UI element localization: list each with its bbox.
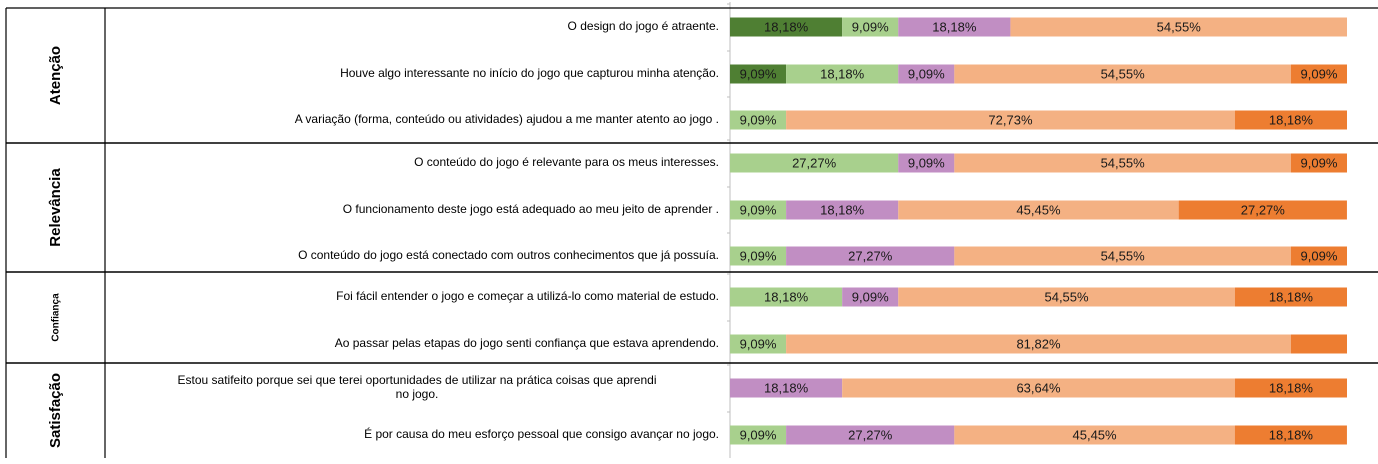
bar-segment [730, 200, 787, 220]
data-label: 9,09% [1301, 66, 1338, 81]
bar-segment [730, 64, 787, 84]
bar-segment [730, 17, 843, 37]
data-label: 54,55% [1044, 289, 1089, 304]
data-label: 72,73% [988, 112, 1033, 127]
data-label: 9,09% [1301, 155, 1338, 170]
bar-segment [730, 110, 787, 130]
data-label: 54,55% [1157, 19, 1202, 34]
bar-segment [1010, 17, 1347, 37]
bar-segment [786, 334, 1291, 354]
question-label: O design do jogo é atraente. [568, 19, 719, 33]
group-name: Relevância [47, 168, 64, 247]
data-label: 27,27% [848, 248, 893, 263]
bar-segment [1234, 110, 1347, 130]
data-label: 9,09% [740, 248, 777, 263]
bar-segment [786, 246, 955, 266]
question-label: O funcionamento deste jogo está adequado… [343, 202, 719, 216]
data-label: 9,09% [908, 155, 945, 170]
question-label-line: Estou satifeito porque sei que terei opo… [178, 373, 657, 387]
bar-segment [842, 287, 899, 307]
bar-segment [1234, 378, 1347, 398]
bar-segment [1234, 287, 1347, 307]
data-label: 18,18% [1269, 112, 1314, 127]
bar-segment [786, 425, 955, 445]
bar-segment [954, 246, 1291, 266]
question-label: Estou satifeito porque sei que terei opo… [178, 373, 657, 401]
data-label: 9,09% [740, 66, 777, 81]
data-label: 27,27% [792, 155, 837, 170]
data-label: 27,27% [1241, 202, 1286, 217]
data-label: 9,09% [852, 289, 889, 304]
data-label: 27,27% [848, 427, 893, 442]
bar-segment [1290, 334, 1347, 354]
question-label: Houve algo interessante no início do jog… [340, 66, 719, 80]
question-label-line: no jogo. [396, 387, 439, 401]
data-label: 18,18% [764, 19, 809, 34]
data-label: 9,09% [740, 202, 777, 217]
data-label: 9,09% [740, 336, 777, 351]
bar-segment [898, 200, 1179, 220]
data-label: 9,09% [740, 427, 777, 442]
question-label: O conteúdo do jogo está conectado com ou… [298, 248, 719, 262]
question-label: A variação (forma, conteúdo ou atividade… [295, 112, 719, 126]
bar-segment [954, 64, 1291, 84]
data-label: 18,18% [820, 202, 865, 217]
data-label: 63,64% [1016, 380, 1061, 395]
question-label: Ao passar pelas etapas do jogo senti con… [335, 336, 719, 350]
bar-segment [786, 64, 899, 84]
group-name: Confiança [51, 293, 62, 342]
data-label: 54,55% [1101, 248, 1146, 263]
data-label: 9,09% [852, 19, 889, 34]
data-label: 81,82% [1016, 336, 1061, 351]
data-label: 54,55% [1101, 155, 1146, 170]
data-label: 9,09% [908, 66, 945, 81]
bar-segment [898, 17, 1011, 37]
bar-segment [786, 110, 1235, 130]
data-label: 18,18% [1269, 289, 1314, 304]
bar-segment [1290, 153, 1347, 173]
data-label: 45,45% [1016, 202, 1061, 217]
question-label: Foi fácil entender o jogo e começar a ut… [336, 289, 719, 303]
bar-segment [842, 17, 899, 37]
bar-segment [786, 200, 899, 220]
question-label: É por causa do meu esforço pessoal que c… [364, 426, 719, 441]
data-label: 18,18% [820, 66, 865, 81]
bar-segment [730, 153, 899, 173]
data-label: 45,45% [1073, 427, 1118, 442]
bar-segment [730, 334, 787, 354]
group-name: Atenção [47, 46, 64, 105]
data-label: 18,18% [1269, 380, 1314, 395]
data-label: 18,18% [764, 289, 809, 304]
data-label: 18,18% [764, 380, 809, 395]
bar-segment [730, 246, 787, 266]
bar-segment [1290, 246, 1347, 266]
bar-segment [954, 425, 1235, 445]
data-label: 18,18% [1269, 427, 1314, 442]
bar-segment [898, 64, 955, 84]
bar-segment [1290, 64, 1347, 84]
bar-segment [730, 287, 843, 307]
bar-segment [730, 425, 787, 445]
bar-segment [898, 287, 1235, 307]
bar-segment [1178, 200, 1347, 220]
data-label: 9,09% [1301, 248, 1338, 263]
bar-segment [1234, 425, 1347, 445]
group-name: Satisfação [47, 373, 64, 448]
data-label: 54,55% [1101, 66, 1146, 81]
bar-segment [842, 378, 1235, 398]
data-label: 18,18% [932, 19, 977, 34]
data-label: 9,09% [740, 112, 777, 127]
question-label: O conteúdo do jogo é relevante para os m… [414, 155, 719, 169]
bar-segment [954, 153, 1291, 173]
bar-segment [898, 153, 955, 173]
bar-segment [730, 378, 843, 398]
